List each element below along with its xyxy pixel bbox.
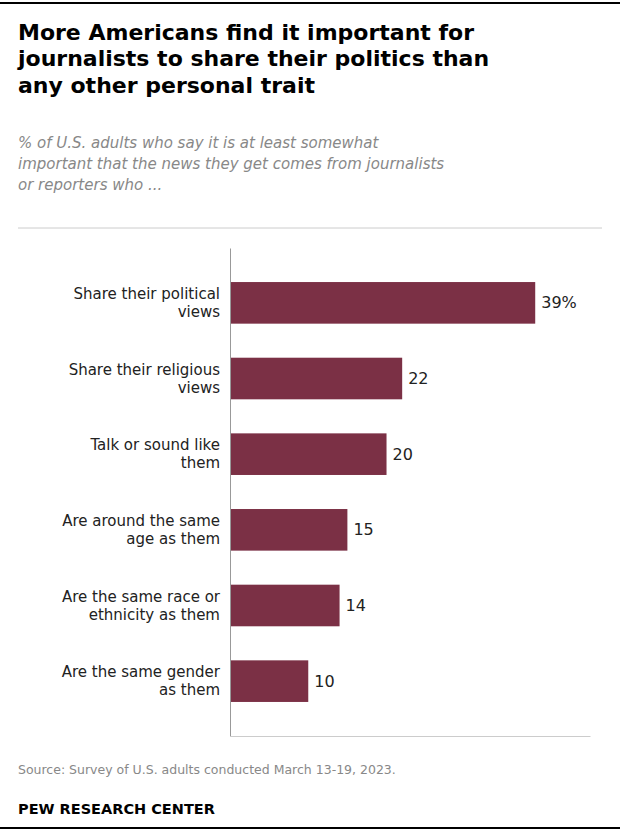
- y-tick-label: Share their religiousviews: [69, 361, 221, 397]
- y-axis-line: [230, 249, 231, 737]
- y-tick-label: Share their politicalviews: [74, 285, 221, 321]
- data-label: 15: [353, 520, 373, 539]
- y-tick: Are the same genderas them: [62, 663, 230, 699]
- y-tick: Are around the sameage as them: [62, 512, 230, 548]
- y-tick-label: Talk or sound likethem: [89, 436, 220, 472]
- bottom-border: [0, 827, 620, 829]
- bar: [230, 585, 340, 627]
- y-tick: Share their religiousviews: [69, 361, 230, 397]
- bar: [230, 509, 347, 551]
- data-label: 22: [408, 369, 428, 388]
- footer: PEW RESEARCH CENTER: [18, 801, 215, 817]
- y-tick: Are the same race orethnicity as them: [62, 588, 230, 624]
- bar: [230, 282, 535, 324]
- bars: [230, 282, 535, 702]
- data-label: 14: [346, 596, 366, 615]
- bar: [230, 433, 387, 475]
- data-label: 20: [393, 445, 413, 464]
- bar: [230, 660, 308, 702]
- y-tick-label: Are around the sameage as them: [62, 512, 220, 548]
- top-border: [0, 2, 620, 4]
- y-tick-label: Are the same race orethnicity as them: [62, 588, 221, 624]
- y-axis: Share their politicalviews Share their re…: [62, 249, 231, 737]
- data-label: 39%: [541, 293, 577, 312]
- y-tick-label: Are the same genderas them: [62, 663, 221, 699]
- x-axis-line: [231, 736, 591, 737]
- y-tick: Talk or sound likethem: [89, 436, 230, 472]
- subtitle: % of U.S. adults who say it is at least …: [18, 134, 444, 194]
- chart: More Americans find it important forjour…: [0, 0, 620, 836]
- x-axis: [231, 736, 591, 737]
- source-note: Source: Survey of U.S. adults conducted …: [18, 762, 396, 777]
- y-tick: Share their politicalviews: [74, 285, 230, 321]
- data-labels: 39% 22 20 15 14 10: [314, 293, 577, 690]
- plot: 39%2220151410Share their politicalviewsS…: [62, 249, 591, 737]
- data-label: 10: [314, 672, 334, 691]
- title: More Americans find it important forjour…: [17, 20, 489, 98]
- bar: [230, 358, 402, 400]
- separator: [18, 228, 602, 229]
